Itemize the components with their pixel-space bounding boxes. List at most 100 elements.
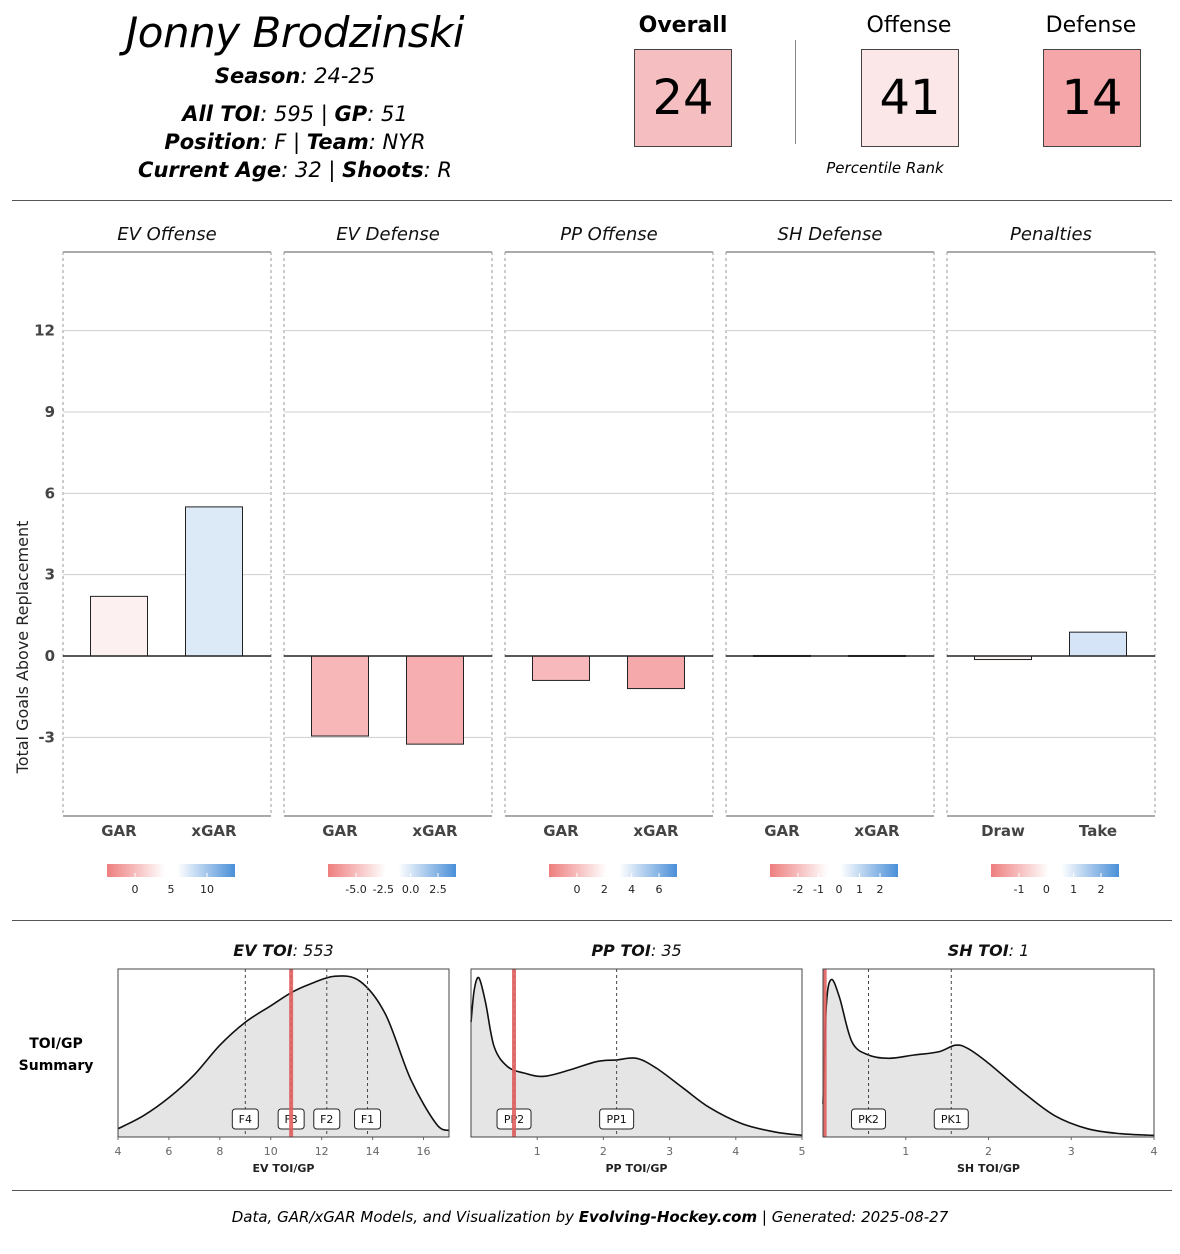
middle-divider (12, 920, 1172, 921)
legend-tick-label: 0 (836, 883, 843, 896)
position-value: F (274, 130, 287, 154)
legend-tick-label: 6 (656, 883, 663, 896)
team-label: Team (306, 130, 369, 154)
shoots-label: Shoots (342, 158, 424, 182)
panel-ev-defense: EV Defense GAR xGAR -5.0 -2.5 0.0 2.5 (283, 224, 493, 896)
toi-panel-frame (117, 968, 450, 1138)
legend-tick-label: 5 (168, 883, 175, 896)
age-value: 32 (294, 158, 322, 182)
legend-tick-label: 2 (601, 883, 608, 896)
x-tick-label: 4 (732, 1145, 739, 1158)
toi-title-label: PP TOI (591, 941, 651, 960)
x-tick-label: xGAR (191, 822, 237, 840)
color-legend-bar (991, 864, 1119, 877)
legend-tick-label: -5.0 (345, 883, 366, 896)
x-tick-label: Draw (981, 822, 1025, 840)
marker-label-box (933, 1108, 969, 1130)
position-line: Position: F | Team: NYR (164, 130, 426, 154)
gp-label: GP (334, 102, 368, 126)
season-value: 24-25 (314, 64, 376, 88)
x-axis-label: PP TOI/GP (605, 1162, 667, 1175)
team-value: NYR (382, 130, 426, 154)
overall-label: Overall (638, 13, 728, 38)
color-legend-bar (328, 864, 456, 877)
defense-label: Defense (1045, 13, 1137, 38)
legend-tick-label: 1 (1070, 883, 1077, 896)
x-tick-label: xGAR (412, 822, 458, 840)
toi-line: All TOI: 595 | GP: 51 (182, 102, 408, 126)
bar-xgar (185, 506, 243, 657)
legend-tick-label: -1 (813, 883, 824, 896)
x-axis-label: EV TOI/GP (253, 1162, 315, 1175)
toi-title-value: 35 (661, 941, 681, 960)
legend-tick-label: 2.5 (429, 883, 447, 896)
x-tick-label: xGAR (633, 822, 679, 840)
x-tick-label: 12 (315, 1145, 329, 1158)
density-area (118, 975, 449, 1137)
x-tick-label: GAR (322, 822, 358, 840)
y-tick-label: 6 (45, 484, 55, 502)
legend-tick-label: 1 (856, 883, 863, 896)
x-tick-label: 1 (534, 1145, 541, 1158)
x-tick-label: GAR (764, 822, 800, 840)
x-tick-label: 5 (799, 1145, 806, 1158)
y-tick-label: 0 (45, 647, 55, 665)
offense-score: 41 (861, 49, 959, 147)
x-tick-label: 14 (366, 1145, 380, 1158)
x-tick-label: 16 (417, 1145, 431, 1158)
toi-title-colon: : (651, 941, 661, 960)
marker-label-box (599, 1108, 635, 1130)
toi-title-colon: : (1009, 941, 1019, 960)
color-legend-bar (770, 864, 898, 877)
panel-title: SH Defense (778, 224, 883, 245)
legend-tick-label: -1 (1014, 883, 1025, 896)
density-area (823, 979, 1154, 1137)
toi-summary-label: TOI/GP Summary (18, 1036, 94, 1074)
x-tick-label: 2 (600, 1145, 607, 1158)
age-line: Current Age: 32 | Shoots: R (138, 158, 452, 182)
toi-panel-title: EV TOI: 553 (233, 941, 333, 960)
offense-label: Offense (866, 13, 952, 38)
bar-gar (90, 595, 148, 657)
x-tick-label: GAR (101, 822, 137, 840)
density-area (471, 977, 802, 1137)
toi-label: All TOI (182, 102, 261, 126)
marker-label: PK1 (941, 1113, 962, 1126)
legend-tick-label: 10 (200, 883, 214, 896)
toi-panel-title: SH TOI: 1 (948, 941, 1030, 960)
x-tick-label: 8 (216, 1145, 223, 1158)
legend-tick-label: 0 (132, 883, 139, 896)
panel-title: EV Defense (336, 224, 440, 245)
bar-gar (532, 655, 590, 681)
panel-title: PP Offense (560, 224, 658, 245)
toi-value: 595 (274, 102, 315, 126)
panel-ev-offense: EV Offense GAR xGAR 0 5 10 (62, 224, 272, 896)
age-label: Current Age (138, 158, 282, 182)
legend-tick-label: -2 (793, 883, 804, 896)
header-divider (12, 200, 1172, 201)
marker-label: F2 (320, 1113, 333, 1126)
bar-gar (311, 655, 369, 737)
legend-tick-label: 0.0 (402, 883, 420, 896)
season-label: Season (214, 64, 301, 88)
y-tick-label: 12 (34, 322, 55, 340)
x-tick-label: 3 (1068, 1145, 1075, 1158)
legend-tick-label: -2.5 (373, 883, 394, 896)
toi-density-chart: EV TOI: 553F4F3F2F146810121416EV TOI/GPP… (115, 941, 1158, 1175)
toi-panel-ev: EV TOI: 553F4F3F2F146810121416EV TOI/GP (115, 941, 450, 1175)
marker-label-box (231, 1108, 259, 1130)
legend-tick-label: 2 (1098, 883, 1105, 896)
density-curve (470, 976, 803, 1137)
toi-title-label: SH TOI (948, 941, 1009, 960)
x-tick-label: 6 (165, 1145, 172, 1158)
marker-label: PP1 (607, 1113, 627, 1126)
footer-site: Evolving-Hockey.com (578, 1208, 758, 1226)
panel-pp-offense: PP Offense GAR xGAR 0 2 4 6 (504, 224, 714, 896)
x-tick-label: 4 (115, 1145, 122, 1158)
y-axis-label: Total Goals Above Replacement (13, 521, 32, 775)
y-tick-label: -3 (38, 728, 55, 746)
y-tick-label: 3 (45, 566, 55, 584)
y-axis-ticks: -3 0 3 6 9 12 (34, 322, 55, 747)
